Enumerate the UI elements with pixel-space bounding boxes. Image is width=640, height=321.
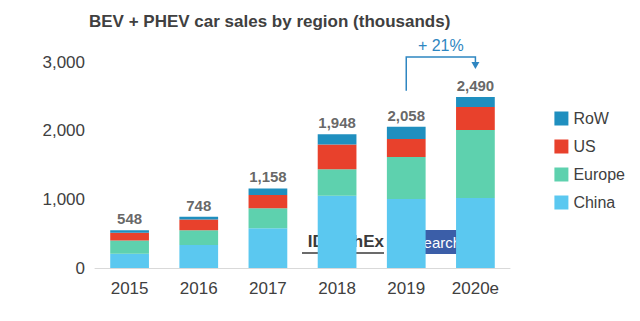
svg-text:3,000: 3,000	[42, 53, 85, 72]
svg-text:Europe: Europe	[573, 166, 625, 183]
svg-text:0: 0	[76, 259, 85, 278]
svg-text:2019: 2019	[387, 279, 425, 298]
svg-text:2020e: 2020e	[452, 279, 499, 298]
svg-text:1,948: 1,948	[318, 114, 356, 131]
svg-text:2016: 2016	[180, 279, 218, 298]
svg-text:2,000: 2,000	[42, 121, 85, 140]
svg-text:China: China	[573, 194, 615, 211]
svg-text:548: 548	[117, 210, 142, 227]
svg-text:US: US	[573, 138, 595, 155]
svg-text:BEV + PHEV car sales by region: BEV + PHEV car sales by region (thousand…	[89, 12, 450, 31]
svg-text:2,058: 2,058	[387, 107, 425, 124]
svg-text:RoW: RoW	[573, 110, 609, 127]
svg-text:2,490: 2,490	[457, 77, 495, 94]
svg-text:2018: 2018	[318, 279, 356, 298]
svg-text:2017: 2017	[249, 279, 287, 298]
svg-text:748: 748	[186, 197, 211, 214]
svg-text:Research: Research	[396, 233, 462, 251]
svg-text:+ 21%: + 21%	[418, 37, 464, 54]
svg-text:1,158: 1,158	[249, 168, 287, 185]
svg-text:2015: 2015	[111, 279, 149, 298]
svg-text:1,000: 1,000	[42, 190, 85, 209]
